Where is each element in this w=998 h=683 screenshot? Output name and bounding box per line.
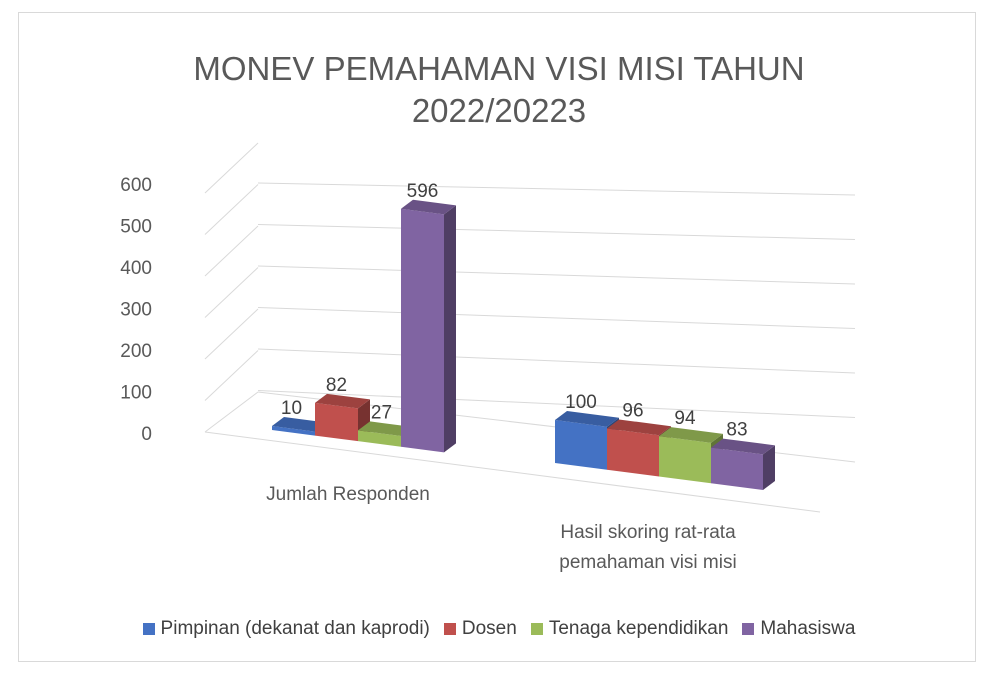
gridline-500 xyxy=(257,224,856,240)
bar-0-pimpinan xyxy=(272,426,315,436)
legend-label-dosen: Dosen xyxy=(461,618,517,639)
legend-swatch-dosen xyxy=(443,623,456,635)
legend: Pimpinan (dekanat dan kaprodi) Dosen Ten… xyxy=(0,618,998,640)
floor-front-edge xyxy=(204,431,821,513)
y-tick-label-600: 600 xyxy=(120,175,152,196)
bar-1-pimpinan xyxy=(555,420,607,470)
chart-title-line-1: MONEV PEMAHAMAN VISI MISI TAHUN xyxy=(193,50,805,87)
floor-left-edge xyxy=(204,391,259,433)
y-tick-label-500: 500 xyxy=(120,217,152,238)
bar-0-dosen xyxy=(315,402,358,442)
chart-title-line-2: 2022/20223 xyxy=(411,92,587,129)
bar-side-0-mahasiswa xyxy=(444,205,456,453)
y-tick-label-100: 100 xyxy=(120,383,152,404)
legend-label-mahasiswa: Mahasiswa xyxy=(760,618,856,639)
gridline-400 xyxy=(257,265,856,285)
bar-top-1-tenaga xyxy=(659,427,723,443)
legend-item-dosen: Dosen xyxy=(443,618,517,640)
legend-label-tenaga: Tenaga kependidikan xyxy=(548,618,729,639)
bar-0-mahasiswa xyxy=(401,208,444,453)
bar-side-1-mahasiswa xyxy=(763,445,775,491)
data-label-1-pimpinan: 100 xyxy=(565,392,597,413)
gridline-wall-500 xyxy=(204,184,259,235)
bar-top-0-pimpinan xyxy=(272,417,327,432)
category-label-1-1: pemahaman visi misi xyxy=(559,552,736,573)
bar-top-0-tenaga xyxy=(358,421,413,436)
y-tick-label-200: 200 xyxy=(120,341,152,362)
bar-top-1-dosen xyxy=(607,419,671,436)
data-label-0-dosen: 82 xyxy=(326,375,347,396)
legend-swatch-tenaga xyxy=(530,623,543,635)
data-label-1-tenaga: 94 xyxy=(674,408,696,429)
bar-top-1-mahasiswa xyxy=(711,438,775,455)
gridline-wall-300 xyxy=(204,267,259,318)
gridline-100 xyxy=(257,390,856,418)
chart-frame xyxy=(18,12,976,662)
bar-top-0-dosen xyxy=(315,393,370,409)
y-tick-label-0: 0 xyxy=(141,424,152,445)
gridline-wall-200 xyxy=(204,308,259,360)
bar-1-mahasiswa xyxy=(711,447,763,491)
bar-top-0-mahasiswa xyxy=(401,199,456,215)
bar-1-dosen xyxy=(607,428,659,477)
legend-item-mahasiswa: Mahasiswa xyxy=(742,618,855,640)
data-label-1-dosen: 96 xyxy=(622,400,643,421)
y-tick-label-300: 300 xyxy=(120,300,152,321)
bar-top-1-pimpinan xyxy=(555,411,619,427)
bar-0-tenaga xyxy=(358,430,401,447)
gridline-200 xyxy=(257,348,856,374)
category-label-1-0: Hasil skoring rat-rata xyxy=(560,522,736,543)
data-label-1-mahasiswa: 83 xyxy=(726,420,747,441)
bar-1-tenaga xyxy=(659,436,711,484)
legend-item-tenaga: Tenaga kependidikan xyxy=(530,618,729,640)
gridline-wall-100 xyxy=(204,350,259,401)
gridline-300 xyxy=(257,307,856,329)
legend-item-pimpinan: Pimpinan (dekanat dan kaprodi) xyxy=(142,618,430,640)
legend-label-pimpinan: Pimpinan (dekanat dan kaprodi) xyxy=(160,618,430,639)
gridline-600 xyxy=(257,182,856,196)
gridline-wall-600 xyxy=(204,142,259,194)
legend-swatch-mahasiswa xyxy=(742,623,755,635)
data-label-0-tenaga: 27 xyxy=(371,402,392,423)
category-label-0-0: Jumlah Responden xyxy=(266,484,430,505)
data-label-0-mahasiswa: 596 xyxy=(407,181,439,202)
gridline-wall-400 xyxy=(204,225,259,277)
data-label-0-pimpinan: 10 xyxy=(281,398,302,419)
legend-swatch-pimpinan xyxy=(142,623,155,635)
y-tick-label-400: 400 xyxy=(120,258,152,279)
